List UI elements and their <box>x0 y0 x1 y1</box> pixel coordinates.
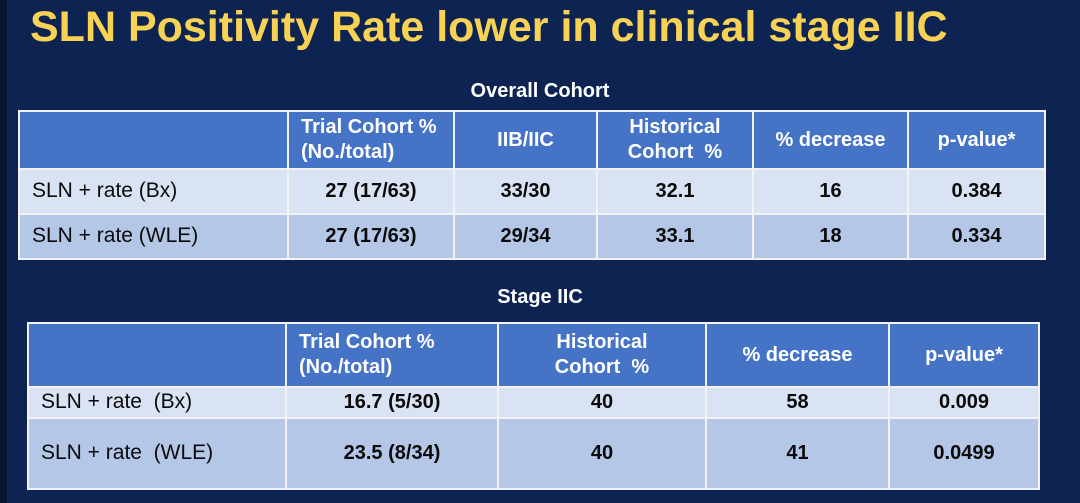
value-cell: 0.384 <box>907 168 1046 215</box>
header-cell-p-value: p-value* <box>907 110 1046 170</box>
header-cell-percent-decrease: % decrease <box>752 110 909 170</box>
stage-iic-table: Trial Cohort % (No./total) Historical Co… <box>27 322 1040 490</box>
value-cell: 23.5 (8/34) <box>285 417 499 490</box>
table-row-sln-rate-bx: SLN + rate (Bx) 27 (17/63) 33/30 32.1 16… <box>18 168 1046 215</box>
section-title-overall-cohort: Overall Cohort <box>470 80 610 102</box>
value-cell: 18 <box>752 213 909 260</box>
header-cell-iib-iic: IIB/IIC <box>453 110 598 170</box>
header-cell-empty <box>18 110 289 170</box>
header-cell-historical-cohort: Historical Cohort % <box>497 322 707 388</box>
header-cell-percent-decrease: % decrease <box>705 322 890 388</box>
overall-cohort-table: Trial Cohort % (No./total) IIB/IIC Histo… <box>18 110 1046 260</box>
header-cell-trial-cohort: Trial Cohort % (No./total) <box>285 322 499 388</box>
row-label-cell: SLN + rate (Bx) <box>18 168 289 215</box>
value-cell: 41 <box>705 417 890 490</box>
value-cell: 27 (17/63) <box>287 213 455 260</box>
left-edge-strip <box>0 0 7 503</box>
value-cell: 40 <box>497 417 707 490</box>
header-cell-p-value: p-value* <box>888 322 1040 388</box>
value-cell: 33.1 <box>596 213 754 260</box>
value-cell: 27 (17/63) <box>287 168 455 215</box>
value-cell: 16 <box>752 168 909 215</box>
section-title-stage-iic: Stage IIC <box>497 286 583 308</box>
row-label-cell: SLN + rate (WLE) <box>18 213 289 260</box>
overall-cohort-header-row: Trial Cohort % (No./total) IIB/IIC Histo… <box>18 110 1046 170</box>
value-cell: 29/34 <box>453 213 598 260</box>
table-row-sln-rate-wle: SLN + rate (WLE) 27 (17/63) 29/34 33.1 1… <box>18 213 1046 260</box>
value-cell: 16.7 (5/30) <box>285 386 499 419</box>
value-cell: 0.0499 <box>888 417 1040 490</box>
value-cell: 0.009 <box>888 386 1040 419</box>
header-cell-empty <box>27 322 287 388</box>
value-cell: 32.1 <box>596 168 754 215</box>
header-cell-historical-cohort: Historical Cohort % <box>596 110 754 170</box>
table-row-sln-rate-wle: SLN + rate (WLE) 23.5 (8/34) 40 41 0.049… <box>27 417 1040 490</box>
value-cell: 58 <box>705 386 890 419</box>
header-cell-trial-cohort: Trial Cohort % (No./total) <box>287 110 455 170</box>
stage-iic-header-row: Trial Cohort % (No./total) Historical Co… <box>27 322 1040 388</box>
value-cell: 33/30 <box>453 168 598 215</box>
value-cell: 0.334 <box>907 213 1046 260</box>
row-label-cell: SLN + rate (WLE) <box>27 417 287 490</box>
page-title: SLN Positivity Rate lower in clinical st… <box>30 3 948 51</box>
row-label-cell: SLN + rate (Bx) <box>27 386 287 419</box>
table-row-sln-rate-bx: SLN + rate (Bx) 16.7 (5/30) 40 58 0.009 <box>27 386 1040 419</box>
value-cell: 40 <box>497 386 707 419</box>
